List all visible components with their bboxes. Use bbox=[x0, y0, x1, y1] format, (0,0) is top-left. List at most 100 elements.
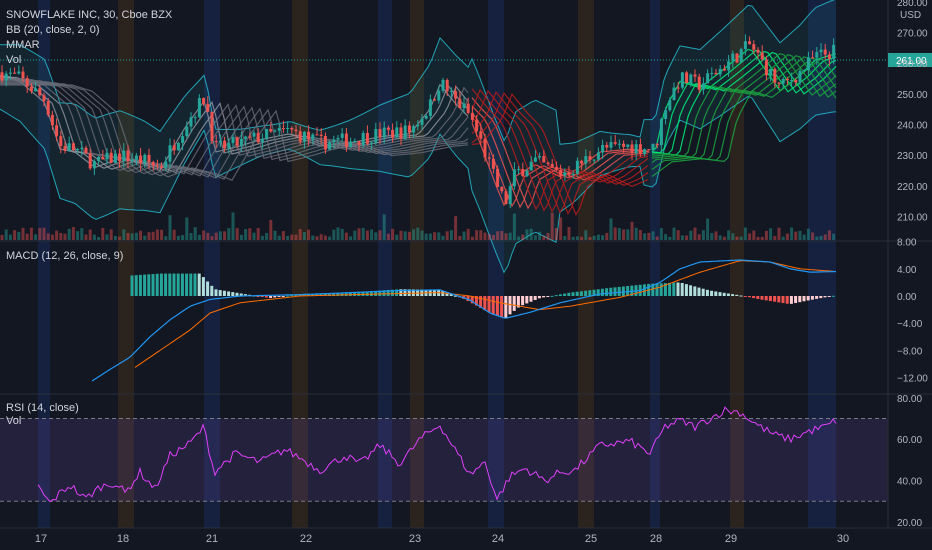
volume-bar bbox=[273, 230, 277, 240]
candle-body bbox=[634, 144, 638, 154]
candle-body bbox=[748, 41, 752, 45]
volume-bar bbox=[4, 229, 8, 240]
macd-histogram-bar bbox=[605, 288, 609, 296]
macd-histogram-bar bbox=[697, 287, 701, 296]
candle-body bbox=[4, 73, 8, 81]
macd-histogram-bar bbox=[332, 293, 336, 296]
volume-bar bbox=[403, 231, 407, 240]
volume-bar bbox=[802, 234, 806, 240]
mmar-line-red bbox=[471, 97, 649, 210]
volume-bar bbox=[315, 236, 319, 240]
volume-bar bbox=[517, 236, 521, 240]
candle-body bbox=[491, 158, 495, 169]
volume-bar bbox=[391, 228, 395, 240]
volume-bar bbox=[588, 236, 592, 240]
rsi-vol-label[interactable]: Vol bbox=[6, 415, 22, 427]
rsi-label[interactable]: RSI (14, close) bbox=[6, 402, 79, 414]
candle-body bbox=[769, 68, 773, 76]
macd-histogram-bar bbox=[256, 296, 260, 297]
volume-bar bbox=[319, 234, 323, 240]
macd-histogram-bar bbox=[815, 296, 819, 299]
volume-bar bbox=[357, 228, 361, 240]
macd-histogram-bar bbox=[214, 289, 218, 296]
candle-body bbox=[638, 144, 642, 155]
candle-body bbox=[626, 144, 630, 147]
candle-body bbox=[71, 143, 75, 151]
candle-body bbox=[416, 124, 420, 127]
candle-body bbox=[223, 140, 227, 149]
macd-histogram-bar bbox=[159, 273, 163, 296]
indicator-mmar-label[interactable]: MMAR bbox=[6, 39, 40, 51]
candle-body bbox=[773, 68, 777, 83]
candle-body bbox=[533, 157, 537, 162]
candle-body bbox=[622, 143, 626, 147]
volume-bar bbox=[223, 231, 227, 240]
macd-histogram-bar bbox=[659, 283, 663, 296]
mmar-line-green bbox=[652, 51, 837, 156]
macd-histogram-bar bbox=[264, 296, 268, 298]
volume-bar bbox=[827, 230, 831, 240]
volume-bar bbox=[416, 227, 420, 240]
macd-histogram-bar bbox=[739, 295, 743, 297]
candle-body bbox=[80, 147, 84, 149]
volume-bar bbox=[298, 229, 302, 240]
candle-body bbox=[449, 91, 453, 93]
indicator-bb-label[interactable]: BB (20, close, 2, 0) bbox=[6, 24, 100, 36]
candle-body bbox=[185, 126, 189, 137]
candle-body bbox=[601, 144, 605, 153]
mmar-line-gray bbox=[0, 79, 469, 176]
volume-bar bbox=[580, 236, 584, 240]
macd-histogram-bar bbox=[176, 273, 180, 296]
volume-bar bbox=[529, 228, 533, 240]
macd-histogram-bar bbox=[655, 283, 659, 296]
macd-histogram-bar bbox=[663, 283, 667, 296]
macd-label[interactable]: MACD (12, 26, close, 9) bbox=[6, 250, 124, 262]
candle-body bbox=[420, 118, 424, 125]
candle-body bbox=[370, 142, 374, 144]
candle-body bbox=[202, 98, 206, 104]
session-band bbox=[578, 0, 594, 528]
candle-body bbox=[752, 44, 756, 50]
macd-histogram-bar bbox=[168, 273, 172, 296]
volume-bar bbox=[13, 230, 17, 240]
candle-body bbox=[395, 127, 399, 138]
macd-histogram-bar bbox=[558, 294, 562, 296]
macd-histogram-bar bbox=[491, 296, 495, 315]
candle-body bbox=[538, 156, 542, 158]
volume-bar bbox=[428, 233, 432, 240]
time-tick: 24 bbox=[492, 533, 504, 545]
macd-histogram-bar bbox=[138, 274, 142, 296]
candle-body bbox=[777, 82, 781, 84]
candle-body bbox=[344, 133, 348, 147]
candle-body bbox=[823, 49, 827, 55]
volume-bar bbox=[80, 228, 84, 240]
candle-body bbox=[554, 167, 558, 171]
volume-bar bbox=[655, 236, 659, 240]
candle-body bbox=[378, 129, 382, 138]
macd-histogram-bar bbox=[403, 289, 407, 296]
volume-bar bbox=[361, 227, 365, 240]
macd-tick: −4.00 bbox=[897, 319, 923, 330]
candle-body bbox=[403, 125, 407, 139]
volume-bar bbox=[307, 229, 311, 240]
macd-histogram-bar bbox=[374, 290, 378, 296]
macd-histogram-bar bbox=[180, 273, 184, 296]
indicator-vol-label[interactable]: Vol bbox=[6, 54, 22, 66]
macd-histogram-bar bbox=[453, 295, 457, 297]
volume-bar bbox=[806, 228, 810, 240]
candle-body bbox=[277, 128, 281, 131]
macd-tick: 8.00 bbox=[897, 238, 917, 249]
candle-body bbox=[832, 44, 836, 59]
macd-histogram-bar bbox=[600, 288, 604, 296]
candle-body bbox=[487, 157, 491, 159]
candle-body bbox=[294, 129, 298, 132]
candle-body bbox=[252, 132, 256, 137]
macd-histogram-bar bbox=[210, 285, 214, 296]
volume-bar bbox=[466, 228, 470, 240]
volume-bar bbox=[38, 227, 42, 240]
symbol-title[interactable]: SNOWFLAKE INC, 30, Cboe BZX bbox=[6, 9, 173, 21]
macd-histogram-bar bbox=[508, 296, 512, 315]
volume-bar bbox=[567, 227, 571, 240]
